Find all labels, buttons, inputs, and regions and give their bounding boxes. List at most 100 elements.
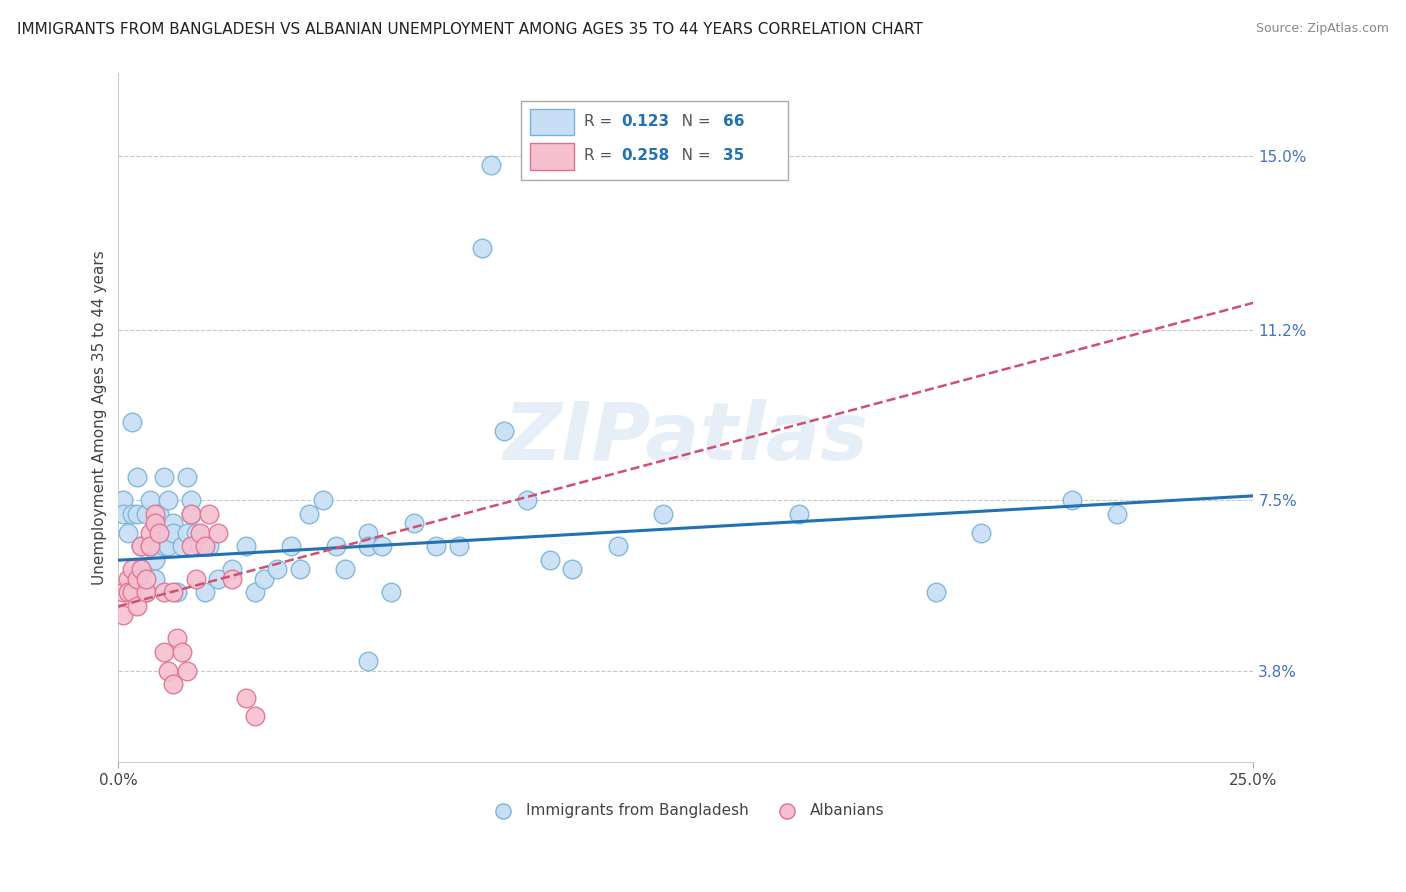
Point — [129, 562, 152, 576]
Point — [162, 516, 184, 531]
Point — [198, 507, 221, 521]
Text: N =: N = — [666, 148, 716, 163]
Point — [207, 525, 229, 540]
Point — [125, 572, 148, 586]
Point — [970, 525, 993, 540]
Text: R =: R = — [583, 114, 617, 128]
Point — [235, 691, 257, 706]
Point — [111, 507, 134, 521]
Point — [357, 525, 380, 540]
Point — [447, 540, 470, 554]
Point — [288, 562, 311, 576]
Point — [325, 540, 347, 554]
Point — [139, 540, 162, 554]
Text: IMMIGRANTS FROM BANGLADESH VS ALBANIAN UNEMPLOYMENT AMONG AGES 35 TO 44 YEARS CO: IMMIGRANTS FROM BANGLADESH VS ALBANIAN U… — [17, 22, 922, 37]
Point — [194, 585, 217, 599]
Point — [148, 525, 170, 540]
Point — [198, 540, 221, 554]
Point — [121, 585, 143, 599]
Point — [117, 572, 139, 586]
Point — [135, 507, 157, 521]
Point — [1060, 493, 1083, 508]
Text: ZIPatlas: ZIPatlas — [503, 400, 869, 477]
Bar — [530, 144, 574, 169]
Point — [129, 562, 152, 576]
Point — [129, 540, 152, 554]
Point — [121, 415, 143, 429]
Point — [153, 540, 176, 554]
Point — [166, 632, 188, 646]
Point — [176, 470, 198, 484]
Point — [162, 585, 184, 599]
Point — [494, 425, 516, 439]
Point — [180, 507, 202, 521]
Point — [1107, 507, 1129, 521]
Point — [516, 493, 538, 508]
FancyBboxPatch shape — [522, 101, 789, 180]
Point — [221, 562, 243, 576]
Point — [280, 540, 302, 554]
Point — [371, 540, 394, 554]
Point — [298, 507, 321, 521]
Bar — [530, 109, 574, 135]
Point — [176, 664, 198, 678]
Text: R =: R = — [583, 148, 617, 163]
Text: N =: N = — [666, 114, 716, 128]
Point — [125, 470, 148, 484]
Point — [180, 493, 202, 508]
Point — [162, 525, 184, 540]
Point — [117, 585, 139, 599]
Text: 0.123: 0.123 — [621, 114, 669, 128]
Point — [143, 572, 166, 586]
Point — [479, 158, 502, 172]
Text: 0.258: 0.258 — [621, 148, 669, 163]
Point — [188, 525, 211, 540]
Point — [139, 540, 162, 554]
Point — [235, 540, 257, 554]
Point — [143, 507, 166, 521]
Point — [139, 493, 162, 508]
Point — [652, 507, 675, 521]
Point — [312, 493, 335, 508]
Point — [157, 540, 180, 554]
Point — [207, 572, 229, 586]
Point — [335, 562, 357, 576]
Point — [135, 572, 157, 586]
Point — [111, 608, 134, 623]
Legend: Immigrants from Bangladesh, Albanians: Immigrants from Bangladesh, Albanians — [481, 797, 890, 823]
Point — [153, 585, 176, 599]
Text: 66: 66 — [723, 114, 745, 128]
Point — [221, 572, 243, 586]
Point — [166, 585, 188, 599]
Point — [121, 507, 143, 521]
Point — [380, 585, 402, 599]
Point — [253, 572, 276, 586]
Point — [148, 507, 170, 521]
Point — [180, 540, 202, 554]
Point — [111, 585, 134, 599]
Point — [143, 553, 166, 567]
Point — [561, 562, 583, 576]
Text: Source: ZipAtlas.com: Source: ZipAtlas.com — [1256, 22, 1389, 36]
Point — [135, 585, 157, 599]
Point — [129, 540, 152, 554]
Point — [153, 470, 176, 484]
Point — [357, 654, 380, 668]
Y-axis label: Unemployment Among Ages 35 to 44 years: Unemployment Among Ages 35 to 44 years — [93, 251, 107, 585]
Point — [139, 525, 162, 540]
Point — [162, 677, 184, 691]
Point — [184, 572, 207, 586]
Point — [243, 585, 266, 599]
Point — [789, 507, 811, 521]
Point — [180, 507, 202, 521]
Point — [357, 540, 380, 554]
Point — [117, 525, 139, 540]
Point — [157, 493, 180, 508]
Point — [538, 553, 561, 567]
Point — [184, 525, 207, 540]
Point — [125, 599, 148, 614]
Point — [153, 645, 176, 659]
Point — [188, 540, 211, 554]
Point — [143, 516, 166, 531]
Point — [148, 525, 170, 540]
